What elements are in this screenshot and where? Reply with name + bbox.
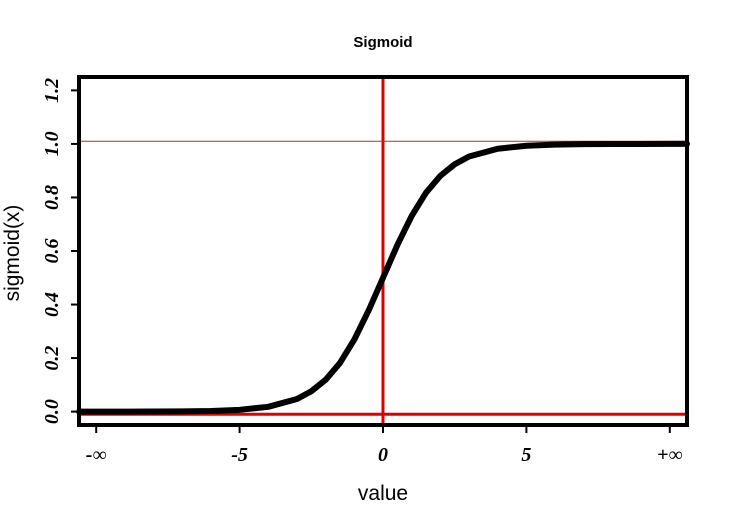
y-tick-label-0: 0.0 xyxy=(41,399,63,424)
y-axis: 0.0 0.2 0.4 0.6 0.8 1.0 1.2 xyxy=(41,78,79,424)
series-layer xyxy=(76,140,690,415)
reference-lines xyxy=(79,77,687,425)
y-tick-label-1: 0.2 xyxy=(41,346,63,371)
x-tick-label-2: 0 xyxy=(378,444,388,466)
series-line-0 xyxy=(76,140,690,415)
y-tick-label-2: 0.4 xyxy=(41,292,63,317)
x-tick-label-0: -∞ xyxy=(86,444,107,466)
x-axis-label: value xyxy=(358,482,408,505)
y-tick-label-3: 0.6 xyxy=(41,239,63,264)
x-tick-label-3: 5 xyxy=(521,444,531,466)
y-axis-label: sigmoid(x) xyxy=(1,205,24,302)
y-tick-label-5: 1.0 xyxy=(41,131,63,156)
x-tick-label-4: +∞ xyxy=(657,444,683,466)
y-tick-label-6: 1.2 xyxy=(41,78,63,103)
chart-title: Sigmoid xyxy=(353,34,412,51)
x-axis: -∞ -5 0 5 +∞ xyxy=(86,425,683,466)
y-tick-label-4: 0.8 xyxy=(41,185,63,210)
x-tick-label-1: -5 xyxy=(231,444,248,466)
